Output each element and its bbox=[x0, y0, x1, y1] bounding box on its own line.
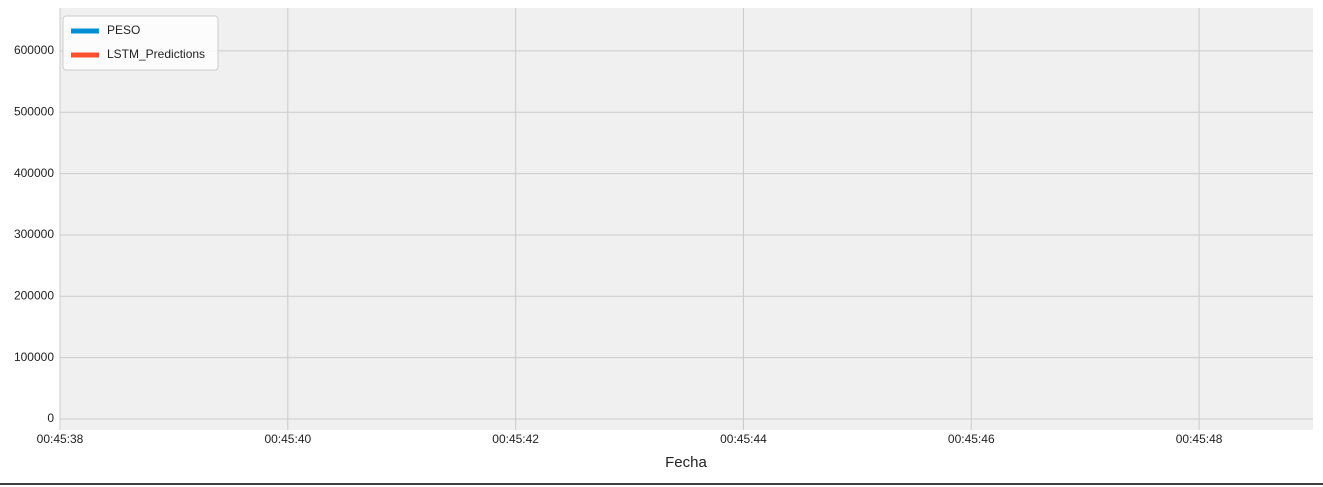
x-tick-label: 00:45:46 bbox=[948, 432, 995, 446]
x-tick-label: 00:45:44 bbox=[720, 432, 767, 446]
y-tick-label: 100000 bbox=[14, 350, 54, 364]
y-tick-label: 200000 bbox=[14, 288, 54, 302]
x-tick-label: 00:45:38 bbox=[37, 432, 84, 446]
y-tick-label: 300000 bbox=[14, 227, 54, 241]
legend-label: LSTM_Predictions bbox=[107, 47, 205, 61]
x-tick-label: 00:45:40 bbox=[264, 432, 311, 446]
y-tick-label: 500000 bbox=[14, 104, 54, 118]
legend-label: PESO bbox=[107, 23, 140, 37]
y-tick-label: 0 bbox=[47, 411, 54, 425]
legend-box bbox=[62, 15, 219, 71]
grid bbox=[59, 8, 1313, 430]
y-tick-label: 600000 bbox=[14, 43, 54, 57]
plot-area bbox=[60, 8, 1313, 430]
legend: PESO LSTM_Predictions bbox=[62, 15, 219, 71]
x-axis-label: Fecha bbox=[665, 454, 707, 471]
y-tick-label: 400000 bbox=[14, 166, 54, 180]
x-tick-label: 00:45:48 bbox=[1176, 432, 1223, 446]
x-tick-label: 00:45:42 bbox=[492, 432, 539, 446]
